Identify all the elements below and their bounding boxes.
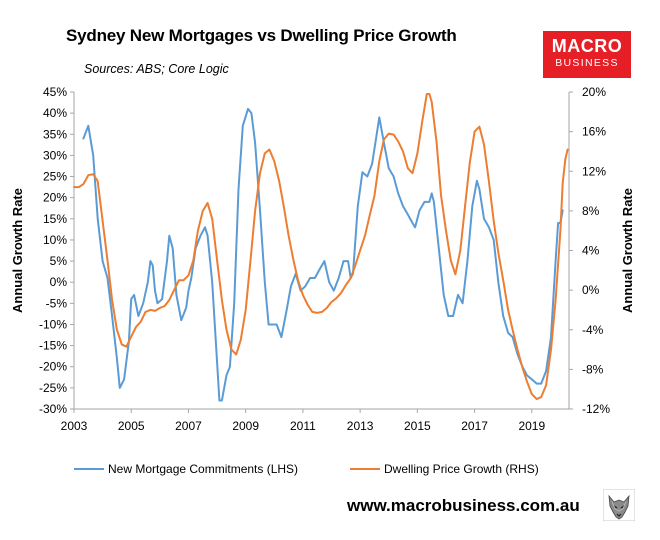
chart-title: Sydney New Mortgages vs Dwelling Price G… [66,26,457,45]
y-left-tick-label: 20% [43,191,67,205]
y-left-tick-label: 10% [43,233,67,247]
y-right-tick-label: 0% [582,283,600,297]
y-right-tick-label: 8% [582,204,600,218]
chart-sources: Sources: ABS; Core Logic [84,62,229,76]
y-left-tick-label: 5% [50,254,68,268]
y-right-tick-label: -12% [582,402,610,416]
series-line-dwelling-price-growth [73,93,569,401]
brand-logo-line1: MACRO [551,36,623,56]
x-tick-label: 2003 [61,419,88,433]
x-tick-label: 2009 [232,419,259,433]
y-left-tick-label: -30% [39,402,67,416]
y-right-tick-label: -4% [582,323,604,337]
y-left-tick-label: 15% [43,212,67,226]
x-tick-label: 2013 [347,419,374,433]
y-right-tick-label: 4% [582,244,600,258]
y-right-tick-label: 12% [582,164,606,178]
x-tick-label: 2015 [404,419,431,433]
x-tick-label: 2005 [118,419,145,433]
y-left-axis-title: Annual Growth Rate [10,188,25,313]
y-left-tick-label: 35% [43,127,67,141]
y-right-tick-label: 16% [582,125,606,139]
y-left-tick-label: 40% [43,106,67,120]
legend-label: New Mortgage Commitments (LHS) [108,462,298,476]
legend-label: Dwelling Price Growth (RHS) [384,462,539,476]
brand-logo: MACRO BUSINESS [543,31,631,78]
y-left-tick-label: 25% [43,170,67,184]
brand-logo-line2: BUSINESS [555,57,619,69]
y-left-tick-label: -20% [39,360,67,374]
y-right-tick-label: -8% [582,362,604,376]
y-left-tick-label: -10% [39,317,67,331]
y-left-tick-label: 30% [43,148,67,162]
wolf-logo-icon [603,489,635,521]
x-tick-label: 2017 [461,419,488,433]
y-right-tick-label: 20% [582,85,606,99]
x-tick-label: 2007 [175,419,202,433]
y-left-tick-label: 0% [50,275,68,289]
y-left-tick-label: -25% [39,381,67,395]
y-left-tick-label: 45% [43,85,67,99]
x-tick-label: 2011 [290,419,316,433]
y-left-tick-label: -15% [39,339,67,353]
website-url: www.macrobusiness.com.au [347,496,580,515]
series-line-mortgage-commitments [82,107,564,402]
y-right-axis-title: Annual Growth Rate [620,188,635,313]
y-left-tick-label: -5% [46,296,68,310]
x-tick-label: 2019 [518,419,545,433]
